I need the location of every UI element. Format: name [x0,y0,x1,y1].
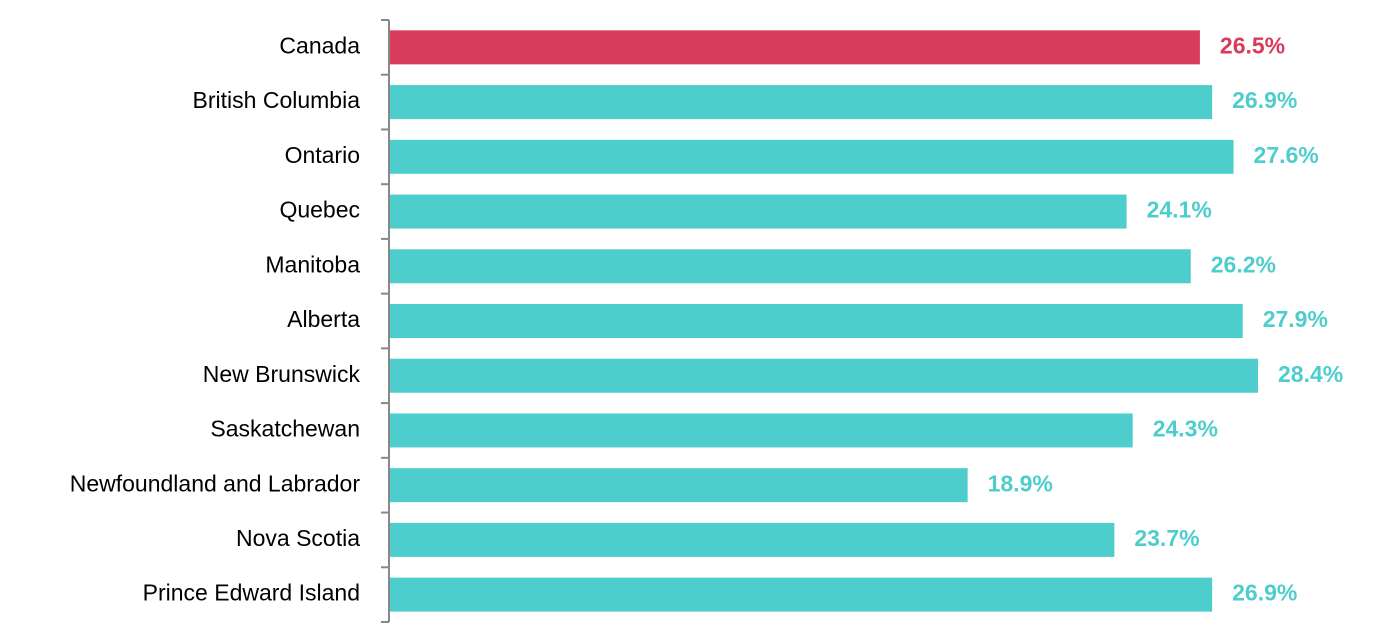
value-label: 24.3% [1153,416,1218,442]
category-label: Prince Edward Island [143,580,360,606]
value-label: 23.7% [1134,525,1199,551]
bar [390,413,1133,448]
category-label: British Columbia [193,87,361,113]
bar [390,468,968,503]
bar [390,139,1234,174]
category-label: Alberta [287,306,360,332]
value-label: 26.5% [1220,32,1285,58]
category-label: Newfoundland and Labrador [70,470,361,496]
category-label: Manitoba [265,251,360,277]
value-label: 26.9% [1232,87,1297,113]
value-label: 26.9% [1232,580,1297,606]
bar [390,85,1213,120]
value-label: 26.2% [1211,251,1276,277]
value-label: 18.9% [988,470,1053,496]
bar [390,304,1243,338]
bar [390,194,1127,229]
category-label: Canada [279,32,360,58]
bar [390,30,1200,65]
value-label: 28.4% [1278,361,1343,387]
category-label: Saskatchewan [210,416,360,442]
bar [390,577,1213,612]
category-label: Quebec [279,197,360,223]
bar [390,249,1191,284]
category-label: Ontario [285,142,360,168]
bar [390,522,1115,557]
bar [390,358,1258,393]
value-label: 27.9% [1263,306,1328,332]
category-label: Nova Scotia [236,525,360,551]
value-label: 24.1% [1147,197,1212,223]
value-label: 27.6% [1254,142,1319,168]
category-label: New Brunswick [203,361,361,387]
